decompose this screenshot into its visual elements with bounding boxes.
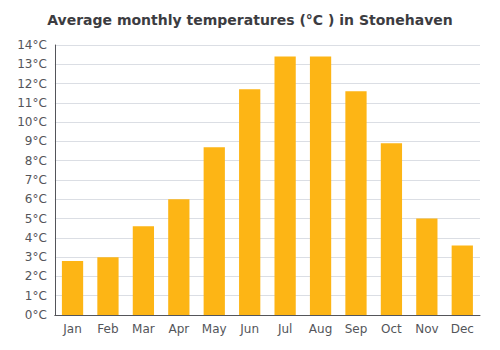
- svg-text:11°C: 11°C: [17, 96, 47, 110]
- svg-text:7°C: 7°C: [25, 173, 47, 187]
- svg-text:6°C: 6°C: [25, 192, 47, 206]
- svg-text:12°C: 12°C: [17, 77, 47, 91]
- svg-text:1°C: 1°C: [25, 289, 47, 303]
- svg-text:2°C: 2°C: [25, 269, 47, 283]
- svg-text:Sep: Sep: [345, 322, 368, 336]
- svg-text:3°C: 3°C: [25, 250, 47, 264]
- svg-text:5°C: 5°C: [25, 212, 47, 226]
- svg-text:Average monthly temperatures (: Average monthly temperatures (°C ) in St…: [47, 12, 453, 28]
- svg-text:14°C: 14°C: [17, 38, 47, 52]
- svg-text:Apr: Apr: [168, 322, 189, 336]
- svg-text:13°C: 13°C: [17, 57, 47, 71]
- svg-text:Jun: Jun: [239, 322, 259, 336]
- svg-text:8°C: 8°C: [25, 154, 47, 168]
- svg-text:Dec: Dec: [451, 322, 474, 336]
- svg-text:4°C: 4°C: [25, 231, 47, 245]
- svg-text:Oct: Oct: [381, 322, 402, 336]
- svg-text:May: May: [202, 322, 227, 336]
- svg-text:Nov: Nov: [415, 322, 438, 336]
- svg-text:Mar: Mar: [132, 322, 155, 336]
- svg-text:0°C: 0°C: [25, 308, 47, 322]
- svg-text:Feb: Feb: [97, 322, 118, 336]
- svg-text:Aug: Aug: [309, 322, 332, 336]
- svg-text:9°C: 9°C: [25, 134, 47, 148]
- svg-text:10°C: 10°C: [17, 115, 47, 129]
- svg-text:Jan: Jan: [62, 322, 82, 336]
- svg-text:Jul: Jul: [277, 322, 292, 336]
